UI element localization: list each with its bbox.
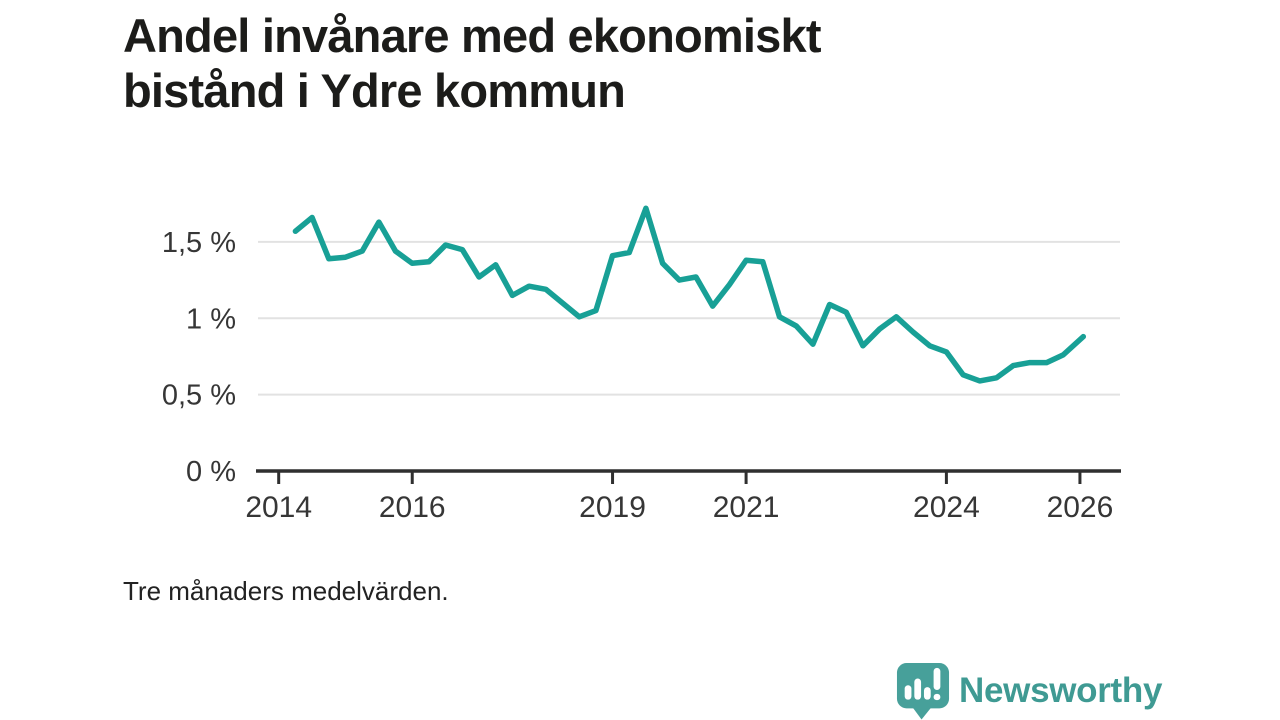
y-axis-tick-label: 0,5 % xyxy=(162,380,236,412)
x-axis-tick-label: 2026 xyxy=(1047,491,1114,524)
line-chart: 0 % 0,5 % 1 % 1,5 % 2014 2016 2019 2021 2024 2026 xyxy=(162,205,1121,524)
chart-title-line-1: Andel invånare med ekonomiskt xyxy=(123,9,821,62)
x-axis-tick-label: 2021 xyxy=(713,491,780,524)
y-axis-tick-label: 1,5 % xyxy=(162,227,236,259)
newsworthy-speech-bubble-bar-chart-icon xyxy=(896,663,950,720)
newsworthy-logo: Newsworthy xyxy=(896,662,1162,720)
y-axis-tick-label: 0 % xyxy=(186,456,236,488)
chart-footnote: Tre månaders medelvärden. xyxy=(123,576,449,606)
data-line-series xyxy=(292,205,1087,384)
x-axis-tick-label: 2019 xyxy=(579,491,646,524)
chart-title: Andel invånare med ekonomiskt bistånd i … xyxy=(123,8,821,118)
x-axis-tick-label: 2014 xyxy=(245,491,312,524)
y-axis-tick-label: 1 % xyxy=(186,303,236,335)
newsworthy-wordmark: Newsworthy xyxy=(959,671,1163,710)
x-axis-tick-label: 2016 xyxy=(379,491,446,524)
x-axis-tick-label: 2024 xyxy=(913,491,980,524)
chart-title-line-2: bistånd i Ydre kommun xyxy=(123,64,626,117)
